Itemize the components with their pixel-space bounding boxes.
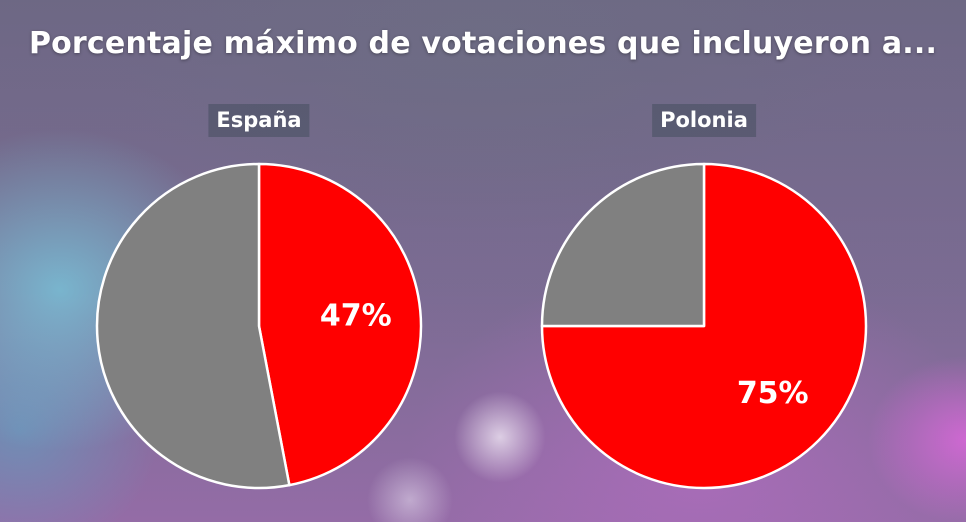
pie-slice-1 (540, 162, 706, 328)
pie-slice-label-0: 47% (320, 298, 392, 333)
pie-slice-1 (95, 162, 291, 490)
pie-slice-label-0: 75% (737, 376, 809, 411)
pie-slice-0 (257, 162, 423, 487)
pie-chart-polonia: Polonia 75% (534, 104, 874, 496)
pie-svg-espana: 47% (95, 162, 423, 490)
pie-chart-espana: España 47% (89, 104, 429, 496)
pie-title-espana: España (208, 104, 310, 137)
pie-title-polonia: Polonia (652, 104, 756, 137)
chart-title: Porcentaje máximo de votaciones que incl… (28, 26, 938, 61)
pie-svg-polonia: 75% (540, 162, 868, 490)
